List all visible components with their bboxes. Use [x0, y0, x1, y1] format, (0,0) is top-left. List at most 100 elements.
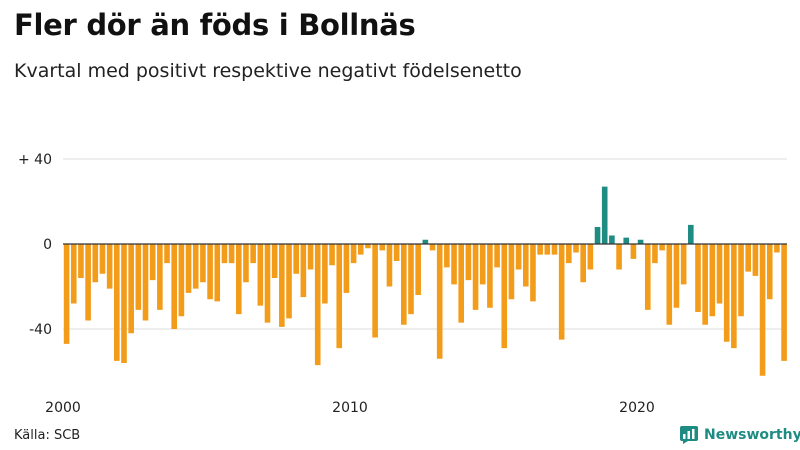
bar [386, 244, 393, 287]
bar [157, 244, 163, 310]
bar [451, 244, 457, 285]
bar [716, 244, 723, 304]
bar [680, 244, 687, 285]
bar [515, 244, 522, 270]
bar [723, 244, 730, 342]
bar [171, 244, 178, 329]
bar [336, 244, 343, 349]
bar [508, 244, 515, 300]
bar [465, 244, 472, 281]
bar [357, 244, 364, 255]
bar [731, 244, 737, 349]
bar [314, 244, 321, 366]
bar [537, 244, 543, 255]
bar [573, 244, 579, 253]
bar [408, 244, 414, 315]
y-tick-label: 0 [43, 237, 52, 253]
bar [551, 244, 558, 255]
bar [85, 244, 91, 321]
bar [594, 227, 601, 244]
source-note: Källa: SCB [14, 428, 81, 443]
y-tick-label: -40 [29, 322, 52, 338]
bar [487, 244, 493, 308]
bar [78, 244, 84, 278]
bar [279, 244, 285, 327]
bar [472, 244, 479, 310]
bar [214, 244, 221, 302]
bar [558, 244, 565, 340]
bar [257, 244, 264, 306]
bar [243, 244, 249, 283]
bar [623, 237, 630, 245]
bar [99, 244, 106, 274]
bar [745, 244, 752, 272]
bar [609, 235, 615, 244]
bar [70, 244, 77, 304]
bar [702, 244, 708, 325]
bar [307, 244, 314, 270]
bar [343, 244, 350, 293]
bar [429, 244, 436, 251]
bar [522, 244, 529, 287]
bar [372, 244, 378, 338]
bar [149, 244, 156, 281]
bar [530, 244, 536, 302]
bar [300, 244, 307, 298]
bar [293, 244, 299, 274]
bar [436, 244, 443, 359]
bar [688, 224, 694, 245]
bar [544, 244, 551, 255]
bar [415, 244, 421, 295]
bar [422, 239, 429, 244]
bar [709, 244, 716, 317]
x-tick-label: 2020 [619, 400, 655, 416]
chart-subtitle: Kvartal med positivt respektive negativt… [14, 60, 522, 82]
bar [752, 244, 759, 276]
bar [652, 244, 658, 264]
bar [164, 244, 170, 264]
bar [444, 244, 450, 268]
bar [207, 244, 213, 300]
bar [644, 244, 651, 310]
newsworthy-logo: Newsworthy [680, 426, 800, 444]
bar [114, 244, 120, 361]
bar [494, 244, 500, 268]
bar [659, 244, 665, 251]
bar [580, 244, 586, 283]
bar [774, 244, 780, 253]
bar [235, 244, 242, 315]
bar [200, 244, 206, 283]
bar [616, 244, 622, 270]
bar [92, 244, 99, 283]
bar [781, 244, 787, 361]
bar [401, 244, 407, 325]
bar [271, 244, 278, 278]
brand-name: Newsworthy [704, 427, 800, 443]
bar [121, 244, 127, 363]
bar [695, 244, 701, 312]
bar [673, 244, 680, 308]
bar [63, 244, 70, 344]
bar [393, 244, 400, 261]
bar [738, 244, 744, 317]
bar [365, 244, 371, 249]
bar [759, 244, 766, 376]
bar [566, 244, 572, 264]
bar [666, 244, 673, 325]
bar [135, 244, 142, 310]
y-tick-label: + 40 [18, 152, 52, 168]
bar [178, 244, 185, 317]
bar [185, 244, 192, 293]
bar [350, 244, 357, 264]
x-tick-label: 2010 [332, 400, 368, 416]
x-tick-label: 2000 [45, 400, 81, 416]
bar [601, 186, 608, 245]
bar [379, 244, 386, 251]
bar [766, 244, 773, 300]
bar [322, 244, 328, 304]
bar [192, 244, 199, 289]
bar [286, 244, 292, 319]
bar [221, 244, 228, 264]
newsworthy-icon [680, 426, 698, 444]
